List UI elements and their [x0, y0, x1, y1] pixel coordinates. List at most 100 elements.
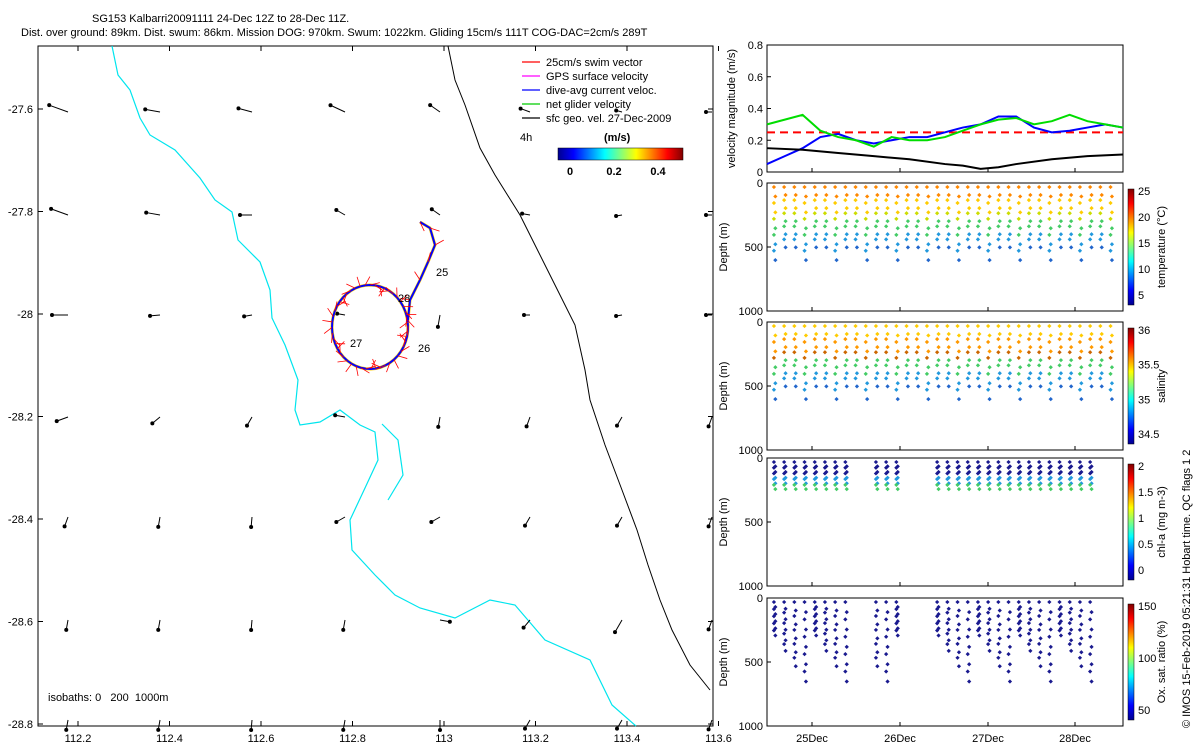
chlorophyll-sample-point — [894, 482, 899, 487]
salinity-sample-point — [1108, 323, 1113, 329]
temperature-sample-point — [905, 219, 911, 224]
temperature-sample-point — [1067, 224, 1072, 229]
salinity-sample-point — [802, 339, 807, 345]
temperature-sample-point — [895, 226, 900, 231]
temperature-sample-point — [967, 245, 972, 250]
salinity-sample-point — [782, 337, 787, 342]
salinity-sample-point — [1016, 355, 1021, 361]
time-x-tick-label: 25Dec — [796, 733, 828, 745]
salinity-sample-point — [977, 331, 982, 337]
chlorophyll-sample-point — [945, 477, 950, 482]
oxygen-sample-point — [884, 599, 889, 605]
oxygen-sample-point — [1088, 634, 1093, 639]
chlorophyll-sample-point — [1077, 471, 1083, 476]
oxygen-sample-point — [987, 617, 992, 622]
swim-vector — [335, 350, 344, 358]
temperature-sample-point — [936, 219, 941, 224]
salinity-sample-point — [773, 349, 778, 354]
swim-vector — [429, 227, 440, 232]
temperature-sample-point — [884, 184, 889, 190]
temperature-sample-point — [873, 224, 879, 229]
oxygen-sample-point — [824, 648, 829, 653]
salinity-sample-point — [1079, 397, 1084, 402]
oxygen-sample-point — [822, 620, 828, 626]
oxygen-sample-point — [843, 669, 848, 674]
oxygen-sample-point — [986, 642, 991, 647]
time-x-tick-label: 27Dec — [972, 733, 1004, 745]
temperature-sample-point — [987, 226, 992, 231]
salinity-sample-point — [1099, 371, 1104, 376]
oxygen-sample-point — [1037, 641, 1042, 646]
chlorophyll-sample-point — [936, 486, 941, 492]
oxygen-sample-point — [1028, 638, 1033, 643]
chlorophyll-sample-point — [1026, 471, 1032, 476]
oxygen-sample-point — [822, 610, 828, 615]
temperature-sample-point — [1048, 210, 1053, 215]
temperature-sample-point — [873, 198, 879, 203]
geo-velocity-arrowhead — [614, 108, 619, 113]
temperature-sample-point — [987, 242, 992, 247]
salinity-sample-point — [894, 323, 899, 329]
oxygen-sample-point — [782, 642, 787, 647]
oxygen-sample-point — [965, 634, 970, 639]
map-x-tick-label: 113.2 — [522, 733, 549, 745]
map-x-tick-label: 113.4 — [614, 733, 641, 745]
oxygen-sample-point — [824, 638, 829, 643]
oxygen-sample-point — [894, 621, 899, 626]
salinity-sample-point — [946, 371, 951, 376]
velocity-y-tick-label: 0.2 — [748, 135, 763, 147]
chlorophyll-sample-point — [812, 477, 817, 482]
salinity-sample-point — [1048, 381, 1053, 386]
oxygen-sample-point — [803, 662, 809, 667]
geo-velocity-arrowhead — [521, 625, 526, 630]
salinity-sample-point — [997, 358, 1002, 363]
salinity-sample-point — [905, 358, 911, 363]
temperature-sample-point — [956, 242, 962, 247]
temperature-sample-point — [1088, 184, 1093, 190]
temperature-sample-point — [916, 192, 921, 198]
salinity-sample-point — [863, 355, 868, 361]
oxygen-sample-point — [803, 627, 809, 632]
temperature-sample-point — [1089, 232, 1094, 237]
geo-velocity-arrowhead — [245, 423, 249, 428]
salinity-sample-point — [996, 337, 1001, 342]
oxygen-sample-point — [997, 636, 1002, 641]
salinity-sample-point — [885, 344, 890, 350]
salinity-sample-point — [863, 339, 868, 345]
salinity-sample-point — [833, 355, 838, 361]
oxygen-sample-point — [1088, 669, 1093, 674]
oxygen-sample-point — [1026, 610, 1032, 615]
oxygen-sample-point — [956, 608, 962, 613]
geo-velocity-arrowhead — [429, 520, 434, 524]
map-y-tick-label: -28.2 — [8, 412, 33, 424]
temperature-sample-point — [1026, 184, 1032, 190]
salinity-sample-point — [955, 323, 960, 329]
salinity-sample-point — [946, 331, 951, 337]
oxygen-cbar-tick-label: 50 — [1138, 705, 1150, 717]
swim-vector — [364, 276, 371, 286]
temperature-sample-point — [771, 216, 777, 222]
temperature-sample-point — [926, 210, 931, 215]
temperature-sample-point — [793, 205, 798, 211]
salinity-sample-point — [975, 337, 981, 342]
oxygen-sample-point — [935, 621, 940, 626]
salinity-sample-point — [833, 371, 838, 376]
chlorophyll-sample-point — [1016, 465, 1021, 470]
salinity-sample-point — [1069, 371, 1074, 376]
oxygen-sample-point — [782, 631, 787, 636]
temperature-sample-point — [814, 205, 819, 211]
oxygen-sample-point — [1048, 610, 1053, 615]
temperature-sample-point — [822, 237, 828, 242]
temperature-sample-point — [1109, 242, 1115, 247]
temperature-sample-point — [812, 237, 817, 242]
oxygen-sample-point — [812, 614, 817, 619]
oxygen-sample-point — [1089, 627, 1094, 632]
salinity-sample-point — [812, 323, 817, 329]
temperature-sample-point — [977, 232, 982, 237]
chlorophyll-sample-point — [1077, 477, 1083, 482]
salinity-sample-point — [865, 333, 870, 338]
chlorophyll-cbar-tick-label: 2 — [1138, 461, 1144, 473]
oxygen-sample-point — [975, 614, 981, 619]
oxygen-sample-point — [873, 599, 879, 605]
velocity-y-tick-label: 0.4 — [748, 104, 763, 116]
